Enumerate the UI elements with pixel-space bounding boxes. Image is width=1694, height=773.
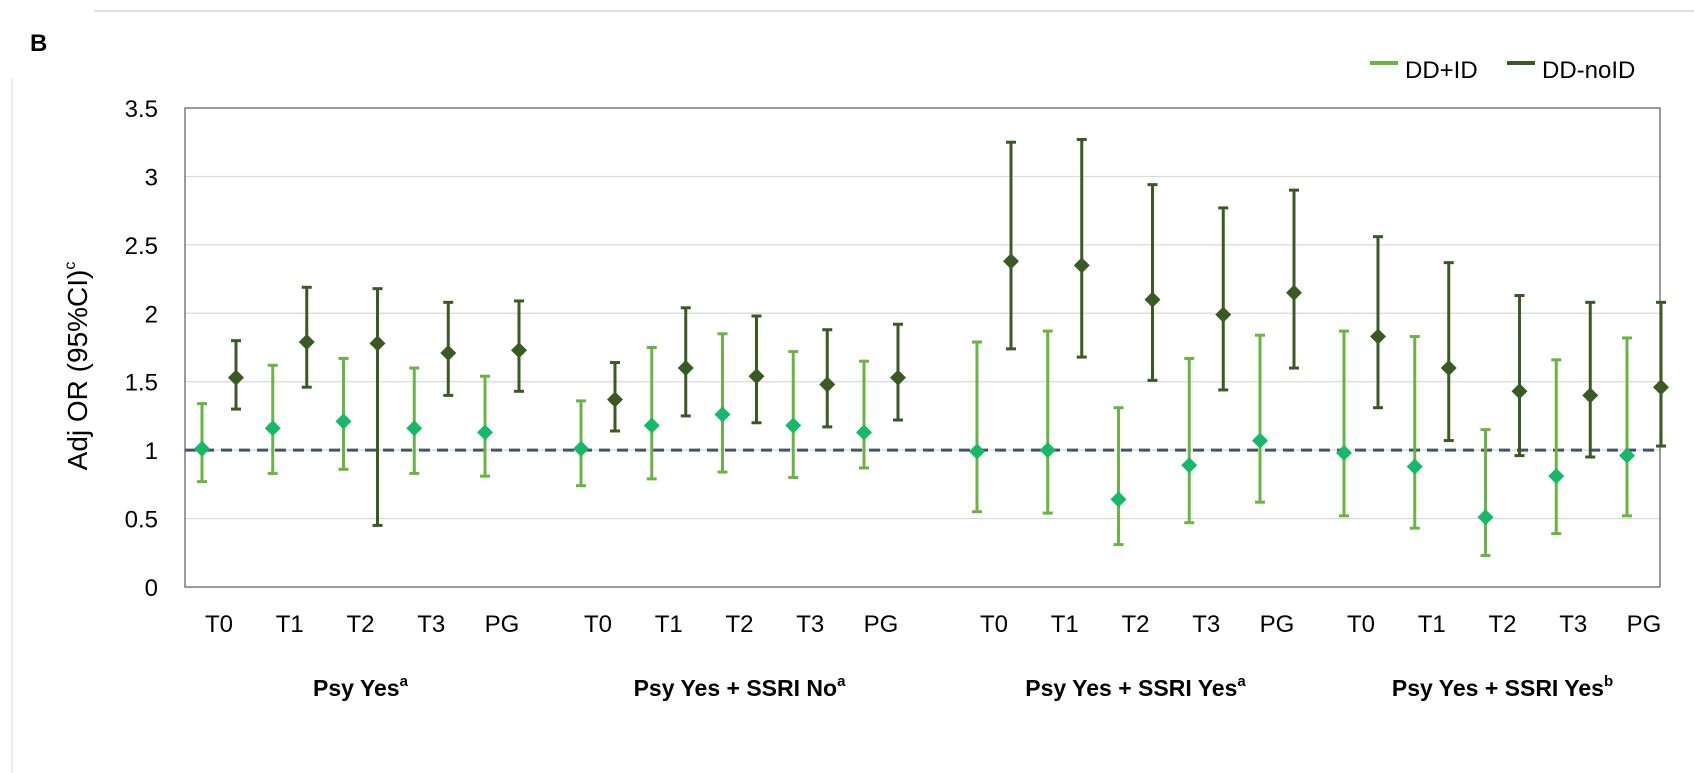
or-point-dd-id (1039, 442, 1056, 459)
x-tick-label: T2 (1488, 611, 1516, 638)
y-axis-title-text: Adj OR (95%CI) (62, 270, 93, 471)
or-point-dd-noid (1370, 328, 1386, 345)
or-point-dd-noid (607, 391, 623, 408)
or-point-dd-id (714, 406, 731, 423)
or-point-dd-id (856, 424, 872, 441)
or-point-dd-id (969, 443, 985, 460)
x-tick-label: T1 (655, 611, 683, 638)
or-point-dd-noid (819, 376, 836, 393)
x-tick-label: T3 (417, 611, 445, 638)
group-labels: Psy Yesa Psy Yes + SSRI Noa Psy Yes + SSRI… (313, 673, 1613, 701)
group-label-text: Psy Yes + SSRI Yes (1025, 675, 1237, 701)
x-tick-label: T3 (796, 611, 824, 638)
group-label-text: Psy Yes + SSRI No (634, 675, 838, 701)
x-tick-label: T0 (584, 611, 612, 638)
or-point-dd-noid (1653, 379, 1669, 396)
group-label: Psy Yes + SSRI Yesb (1392, 673, 1613, 701)
or-point-dd-id (1252, 432, 1268, 449)
or-point-dd-noid (1511, 383, 1528, 400)
or-point-dd-noid (440, 344, 457, 361)
or-point-dd-noid (1003, 253, 1019, 270)
or-point-dd-noid (298, 334, 315, 351)
or-point-dd-id (194, 440, 210, 457)
or-point-dd-id (1110, 491, 1127, 508)
y-tick-label: 2.5 (125, 233, 158, 260)
group-label-superscript: b (1604, 673, 1613, 690)
or-point-dd-noid (1286, 284, 1302, 301)
y-tick-label: 0.5 (125, 507, 158, 534)
gridlines (185, 175, 1660, 520)
x-tick-label: T2 (346, 611, 374, 638)
x-tick-label: T2 (725, 611, 753, 638)
x-tick-label: T2 (1121, 611, 1149, 638)
group-label-superscript: a (1237, 673, 1246, 690)
x-tick-label: T0 (205, 611, 233, 638)
or-point-dd-noid (890, 369, 906, 386)
x-tick-label: PG (1260, 611, 1295, 638)
or-point-dd-noid (228, 369, 244, 386)
y-axis-ticks: 0 0.5 1 1.5 2 2.5 3 3.5 (125, 96, 158, 602)
y-tick-label: 1 (145, 438, 158, 465)
y-axis-title: Adj OR (95%CI)c (62, 262, 93, 471)
group-label: Psy Yesa (313, 673, 409, 701)
or-point-dd-noid (1073, 257, 1090, 274)
group-label: Psy Yes + SSRI Yesa (1025, 673, 1246, 701)
or-point-dd-id (477, 424, 493, 441)
or-point-dd-noid (1582, 387, 1599, 404)
or-point-dd-id (264, 420, 281, 437)
or-point-dd-id (1548, 468, 1565, 485)
y-tick-label: 3 (145, 164, 158, 191)
x-tick-label: PG (864, 611, 899, 638)
y-axis-title-superscript: c (62, 262, 79, 270)
y-tick-label: 1.5 (125, 370, 158, 397)
group-label-text: Psy Yes + SSRI Yes (1392, 675, 1604, 701)
or-point-dd-id (1477, 509, 1494, 526)
x-axis-ticks: T0 T1 T2 T3 PG T0 T1 T2 T3 PG T0 T1 T2 T3 PG T0 T1 T2 T3 PG (205, 611, 1661, 638)
x-tick-label: PG (1627, 611, 1662, 638)
x-tick-label: T0 (980, 611, 1008, 638)
or-point-dd-noid (369, 335, 386, 352)
or-point-dd-noid (511, 342, 527, 359)
x-tick-label: T1 (1051, 611, 1079, 638)
x-tick-label: T1 (1418, 611, 1446, 638)
or-point-dd-id (643, 417, 660, 434)
y-tick-label: 0 (145, 575, 158, 602)
or-point-dd-id (1406, 458, 1423, 475)
x-tick-label: T3 (1192, 611, 1220, 638)
or-point-dd-noid (1440, 360, 1457, 377)
group-label-superscript: a (400, 673, 409, 690)
legend: DD+ID DD-noID (1370, 57, 1635, 84)
or-point-dd-id (406, 420, 423, 437)
or-point-dd-id (573, 440, 589, 457)
y-tick-label: 2 (145, 301, 158, 328)
or-point-dd-id (335, 413, 352, 430)
legend-label-dd-id: DD+ID (1405, 57, 1478, 84)
or-point-dd-noid (677, 360, 694, 377)
y-tick-label: 3.5 (125, 96, 158, 123)
group-label-text: Psy Yes (313, 675, 400, 701)
plot-area-frame (184, 107, 1661, 588)
x-tick-label: T0 (1347, 611, 1375, 638)
or-point-dd-id (785, 417, 802, 434)
or-point-dd-noid (748, 368, 765, 385)
or-point-dd-noid (1215, 306, 1232, 323)
panel-label: B (30, 30, 47, 57)
or-point-dd-id (1181, 457, 1198, 474)
x-tick-label: T3 (1559, 611, 1587, 638)
or-point-dd-id (1336, 444, 1352, 461)
group-label: Psy Yes + SSRI Noa (634, 673, 847, 701)
x-tick-label: PG (485, 611, 520, 638)
data-marks (194, 137, 1669, 558)
legend-label-dd-noid: DD-noID (1542, 57, 1635, 84)
or-point-dd-id (1619, 447, 1635, 464)
or-point-dd-noid (1144, 291, 1161, 308)
x-tick-label: T1 (276, 611, 304, 638)
group-label-superscript: a (837, 673, 846, 690)
